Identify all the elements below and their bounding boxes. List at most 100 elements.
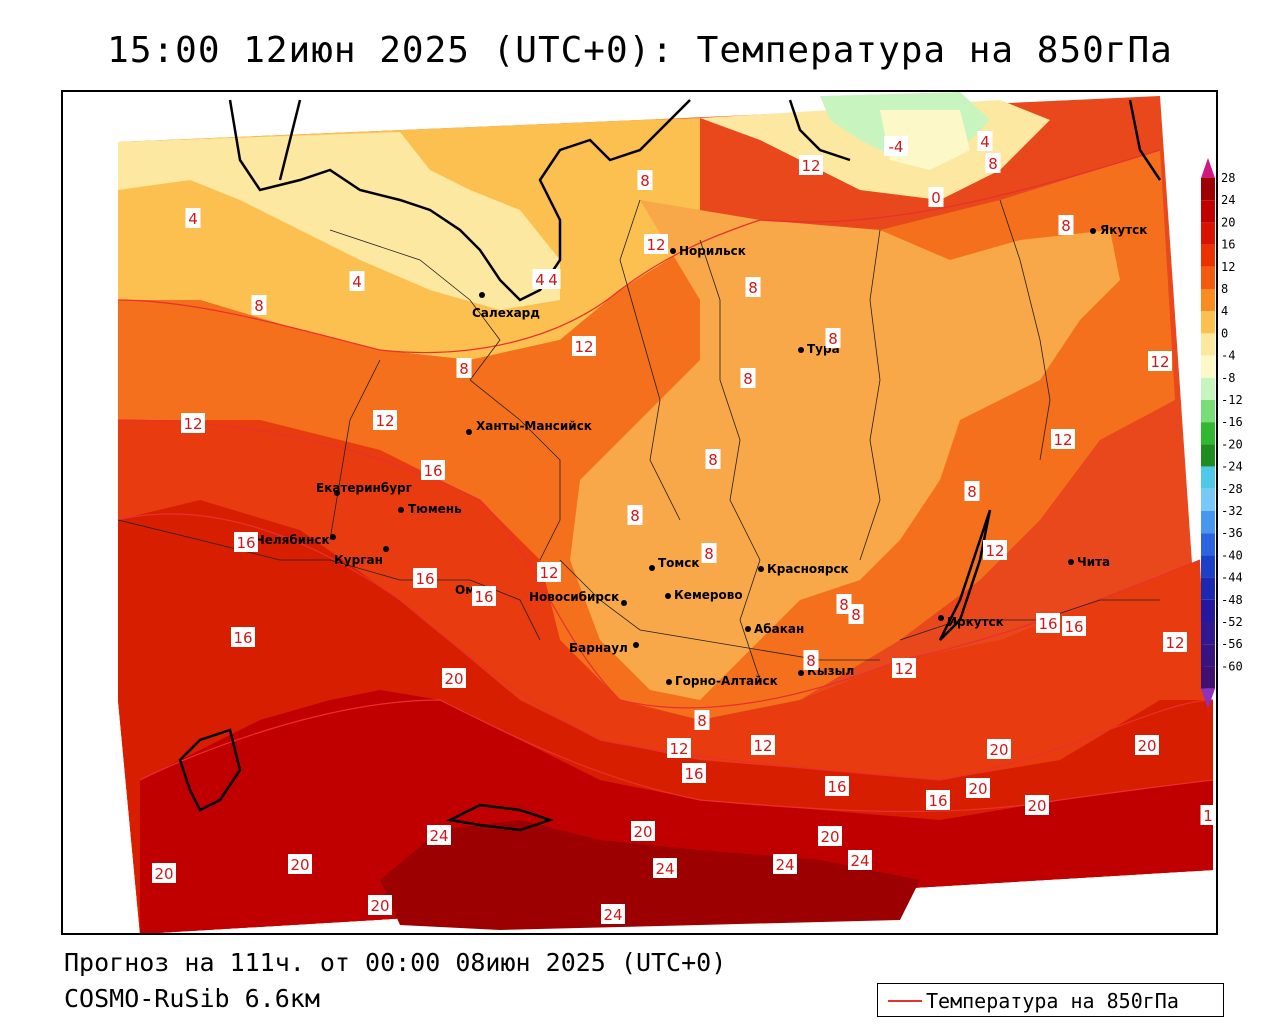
colorbar-segment: [1201, 488, 1215, 511]
isotherm-label-bg: [537, 562, 561, 582]
isotherm-label: 16: [684, 765, 703, 783]
colorbar-segment: [1201, 577, 1215, 600]
city-label: Кемерово: [674, 588, 743, 602]
isotherm-label-bg: [456, 358, 472, 378]
isotherm-label-bg: [892, 658, 916, 678]
forecast-info: Прогноз на 111ч. от 00:00 08июн 2025 (UT…: [64, 948, 727, 977]
colorbar-segment: [1201, 644, 1215, 667]
isotherm-label: 8: [988, 155, 998, 173]
city-dot: [666, 679, 672, 685]
isotherm-label-bg: [413, 568, 437, 588]
isotherm-label-bg: [966, 778, 990, 798]
isotherm-label: 1: [1203, 807, 1213, 825]
isotherm-label: 8: [697, 712, 707, 730]
isotherm-label: 12: [753, 737, 772, 755]
isotherm-label: 16: [233, 629, 252, 647]
city-dot: [670, 248, 676, 254]
colorbar-segment: [1201, 555, 1215, 578]
colorbar-tick-label: -20: [1221, 437, 1243, 451]
isotherm-label-bg: [349, 271, 365, 291]
colorbar-segment: [1201, 400, 1215, 423]
city-markers: НорильскЯкутскСалехардТураХанты-Мансийск…: [255, 223, 1147, 688]
city-label: Томск: [658, 556, 700, 570]
isotherm-label: 16: [827, 778, 846, 796]
isotherm-label: 4: [188, 210, 198, 228]
isotherm-label-bg: [825, 328, 841, 348]
colorbar-tick-label: -44: [1221, 571, 1243, 585]
isotherm-label: 20: [154, 865, 173, 883]
isotherm-label: 12: [894, 660, 913, 678]
colorbar-segment: [1201, 377, 1215, 400]
isotherm-label: 12: [574, 338, 593, 356]
colorbar-segment: [1201, 311, 1215, 334]
isotherm-label-bg: [545, 269, 561, 289]
isotherm-label: 8: [630, 507, 640, 525]
isotherm-label-bg: [627, 505, 643, 525]
colorbar-segment: [1201, 266, 1215, 289]
isotherm-label: 0: [931, 189, 941, 207]
isotherm-label: 8: [851, 606, 861, 624]
colorbar: 28 24 20 16 12 8 4 0 -4 -8 -12 -16 -20 -24 -28 -32 -36 -4…: [1201, 158, 1243, 709]
isotherm-label: 12: [539, 564, 558, 582]
region-borders: [117, 199, 1160, 681]
isotherm-label-bg: [836, 594, 852, 614]
isotherm-label: 20: [444, 670, 463, 688]
isotherm-label: 8: [743, 370, 753, 388]
city-dot: [1090, 228, 1096, 234]
isotherm-label-bg: [231, 627, 255, 647]
colorbar-segment: [1201, 355, 1215, 378]
isotherm-label: 20: [290, 856, 309, 874]
isotherm-label-bg: [773, 854, 797, 874]
colorbar-segment: [1201, 422, 1215, 445]
colorbar-tick-label: 28: [1221, 171, 1235, 185]
isotherm-label-bg: [601, 904, 625, 924]
colorbar-segment: [1201, 178, 1215, 201]
isotherm-label: 20: [989, 741, 1008, 759]
colorbar-segment: [1201, 511, 1215, 534]
isotherm-label-bg: [985, 153, 1001, 173]
colorbar-tick-label: 12: [1221, 260, 1235, 274]
isotherm-label-bg: [926, 790, 950, 810]
colorbar-tick-label: -28: [1221, 482, 1243, 496]
isotherm-label: 12: [183, 415, 202, 433]
city-dot: [938, 615, 944, 621]
isotherm-label: 12: [375, 412, 394, 430]
city-dot: [665, 593, 671, 599]
isotherm-label-bg: [751, 735, 775, 755]
city-dot: [330, 534, 336, 540]
colorbar-tick-label: 0: [1221, 326, 1228, 340]
isotherm-label-bg: [928, 187, 944, 207]
isotherm-label: 20: [633, 823, 652, 841]
isotherm-label-bg: [884, 136, 908, 156]
isotherm-label: 12: [1165, 634, 1184, 652]
isotherm-lines: [117, 149, 1214, 813]
city-label: Курган: [334, 553, 383, 567]
city-label: Салехард: [472, 306, 540, 320]
isotherm-label: 20: [370, 897, 389, 915]
city-dot: [466, 429, 472, 435]
isotherm-label-bg: [181, 413, 205, 433]
isotherm-label: 20: [968, 780, 987, 798]
isotherm-label: 8: [254, 297, 264, 315]
city-label: Горно-Алтайск: [675, 674, 778, 688]
isotherm-label: 4: [535, 271, 545, 289]
isotherm-label-bg: [653, 858, 677, 878]
colorbar-arrow-up: [1201, 158, 1215, 178]
isotherm-label: 16: [1064, 618, 1083, 636]
model-name: COSMO-RuSib 6.6км: [64, 984, 320, 1013]
colorbar-segment: [1201, 222, 1215, 245]
isotherm-label: 8: [967, 483, 977, 501]
legend-line-swatch: [888, 1000, 922, 1002]
isotherm-label: 12: [646, 236, 665, 254]
isotherm-label: 4: [980, 133, 990, 151]
isotherm-label-bg: [1025, 795, 1049, 815]
colorbar-tick-label: -24: [1221, 460, 1243, 474]
city-dot: [334, 490, 340, 496]
colorbar-segment: [1201, 533, 1215, 556]
colorbar-arrow-down: [1201, 688, 1215, 709]
isotherm-label-bg: [442, 668, 466, 688]
isotherm-label-bg: [644, 234, 668, 254]
city-label: Якутск: [1100, 223, 1147, 237]
isotherm-label: 16: [423, 462, 442, 480]
isotherm-label-bg: [983, 540, 1007, 560]
